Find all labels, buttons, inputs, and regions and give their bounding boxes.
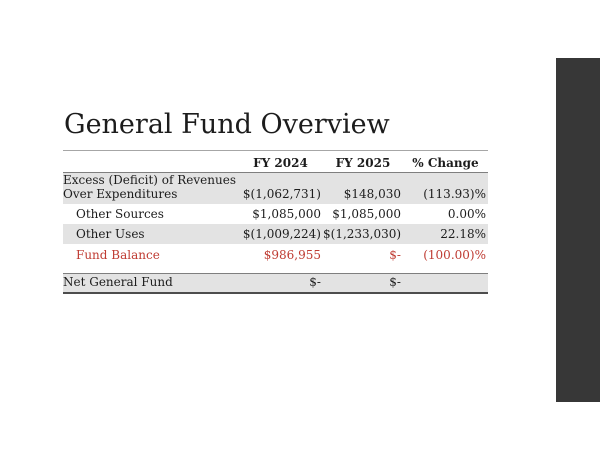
fy2024-value: $- xyxy=(238,273,323,294)
spacer-cell xyxy=(63,265,488,274)
slide-title: General Fund Overview xyxy=(64,109,390,140)
table-spacer-row xyxy=(63,265,488,274)
change-value: 22.18% xyxy=(440,227,486,241)
fy2024-value: $(1,009,224) xyxy=(242,227,321,241)
change-value: 0.00% xyxy=(447,207,486,221)
row-label: Other Uses xyxy=(76,227,145,241)
table-row-other-sources: Other Sources $1,085,000 $1,085,000 0.00… xyxy=(63,204,488,224)
fy2025-value: $- xyxy=(389,248,401,262)
accent-bar xyxy=(556,58,600,402)
fy2024-value: $1,085,000 xyxy=(252,207,321,221)
table-row-other-uses: Other Uses $(1,009,224) $(1,233,030) 22.… xyxy=(63,224,488,244)
fund-overview-table: FY 2024 FY 2025 % Change Excess (Deficit… xyxy=(63,150,488,294)
fy2025-value: $(1,233,030) xyxy=(323,227,402,241)
table-row-net-general-fund: Net General Fund $- $- xyxy=(63,273,488,294)
change-value: (100.00)% xyxy=(423,248,486,262)
column-header-fy2025: FY 2025 xyxy=(323,150,403,173)
change-value: (113.93)% xyxy=(423,187,486,201)
column-header-blank xyxy=(63,150,238,173)
row-label: Fund Balance xyxy=(76,248,160,262)
fy2025-value: $148,030 xyxy=(343,187,401,201)
fy2024-value: $(1,062,731) xyxy=(242,187,321,201)
fy2025-value: $1,085,000 xyxy=(332,207,401,221)
column-header-fy2024: FY 2024 xyxy=(238,150,323,173)
table-row-fund-balance: Fund Balance $986,955 $- (100.00)% xyxy=(63,244,488,265)
fy2024-value: $986,955 xyxy=(263,248,321,262)
change-value xyxy=(403,273,488,294)
row-label: Excess (Deficit) of Revenues Over Expend… xyxy=(63,173,236,201)
table-header-row: FY 2024 FY 2025 % Change xyxy=(63,150,488,173)
row-label: Net General Fund xyxy=(63,273,238,294)
fy2025-value: $- xyxy=(323,273,403,294)
table-row-excess-deficit: Excess (Deficit) of Revenues Over Expend… xyxy=(63,172,488,204)
row-label: Other Sources xyxy=(76,207,164,221)
column-header-change: % Change xyxy=(403,150,488,173)
